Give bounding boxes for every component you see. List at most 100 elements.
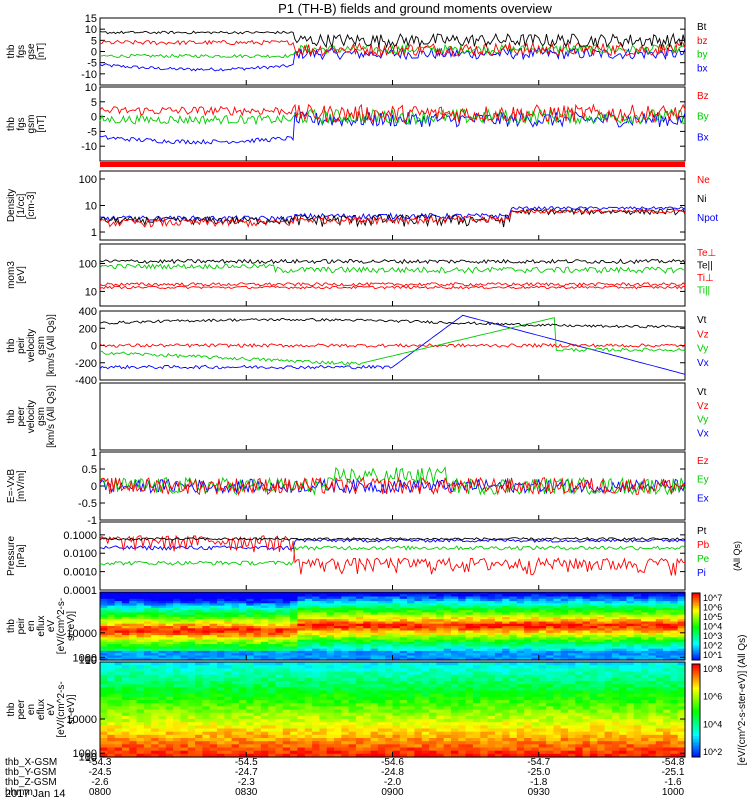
spectrogram-cell — [348, 728, 357, 733]
spectrogram-cell — [304, 607, 313, 611]
series-Pb — [99, 534, 686, 576]
spectrogram-cell — [443, 607, 452, 611]
spectrogram-cell — [180, 709, 189, 714]
spectrogram-cell — [589, 681, 598, 685]
spectrogram-cell — [187, 614, 196, 618]
spectrogram-cell — [407, 628, 415, 632]
spectrogram-cell — [677, 637, 686, 641]
spectrogram-cell — [480, 684, 489, 688]
spectrogram-cell — [195, 616, 203, 620]
spectrogram-cell — [224, 621, 233, 625]
spectrogram-cell — [224, 601, 233, 604]
spectrogram-cell — [253, 703, 262, 707]
spectrogram-cell — [202, 747, 211, 752]
spectrogram-cell — [253, 657, 262, 661]
spectrogram-cell — [589, 623, 598, 627]
spectrogram-cell — [355, 646, 364, 650]
spectrogram-cell — [597, 639, 606, 643]
spectrogram-cell — [334, 619, 342, 623]
spectrogram-cell — [465, 646, 474, 650]
spectrogram-cell — [136, 700, 145, 704]
spectrogram-cell — [611, 728, 620, 733]
spectrogram-cell — [341, 725, 350, 730]
spectrogram-cell — [502, 607, 511, 611]
spectrogram-cell — [502, 665, 511, 669]
spectrogram-cell — [385, 700, 394, 704]
spectrogram-cell — [282, 665, 291, 669]
spectrogram-cell — [246, 632, 255, 636]
spectrogram-cell — [319, 603, 328, 607]
spectrogram-cell — [304, 719, 313, 723]
spectrogram-cell — [633, 725, 642, 730]
spectrogram-cell — [136, 594, 145, 598]
spectrogram-cell — [641, 709, 649, 714]
spectrogram-cell — [546, 650, 554, 654]
spectrogram-cell — [100, 671, 108, 676]
spectrogram-cell — [158, 668, 167, 673]
spectrogram-cell — [487, 632, 496, 636]
spectrogram-cell — [195, 612, 203, 616]
spectrogram-cell — [670, 623, 679, 627]
spectrogram-cell — [275, 648, 284, 652]
spectrogram-cell — [392, 623, 401, 627]
spectrogram-cell — [231, 632, 240, 636]
spectrogram-cell — [553, 607, 562, 611]
spectrogram-cell — [282, 632, 291, 636]
spectrogram-cell — [509, 614, 518, 618]
spectrogram-cell — [238, 706, 247, 711]
spectrogram-cell — [531, 616, 540, 620]
spectrogram-cell — [282, 616, 291, 620]
spectrogram-cell — [260, 623, 269, 627]
spectrogram-cell — [312, 594, 320, 598]
spectrogram-cell — [655, 738, 664, 742]
spectrogram-cell — [641, 655, 649, 659]
spectrogram-cell — [136, 681, 145, 685]
spectrogram-cell — [158, 665, 167, 669]
spectrogram-cell — [224, 607, 233, 611]
spectrogram-cell — [282, 677, 291, 682]
spectrogram-cell — [341, 753, 350, 758]
spectrogram-cell — [180, 731, 189, 736]
spectrogram-cell — [553, 637, 562, 641]
spectrogram-cell — [202, 753, 211, 758]
spectrogram-cell — [451, 601, 459, 604]
spectrogram-cell — [224, 725, 233, 730]
spectrogram-cell — [641, 696, 649, 701]
spectrogram-cell — [472, 610, 481, 613]
spectrogram-cell — [589, 632, 598, 636]
spectrogram-cell — [297, 690, 306, 695]
spectrogram-cell — [290, 628, 298, 632]
spectrogram-cell — [282, 706, 291, 711]
spectrogram-cell — [465, 684, 474, 688]
spectrogram-cell — [546, 626, 554, 629]
spectrogram-cell — [531, 644, 540, 647]
spectrogram-cell — [524, 728, 532, 733]
spectrogram-cell — [224, 657, 233, 661]
spectrogram-cell — [619, 696, 628, 701]
spectrogram-cell — [217, 644, 225, 647]
spectrogram-cell — [282, 601, 291, 604]
spectrogram-cell — [553, 677, 562, 682]
spectrogram-cell — [524, 603, 532, 607]
spectrogram-cell — [275, 715, 284, 720]
spectrogram-cell — [195, 671, 203, 676]
spectrogram-cell — [611, 700, 620, 704]
spectrogram-cell — [480, 728, 489, 733]
spectrogram-cell — [268, 626, 277, 629]
spectrogram-cell — [319, 734, 328, 739]
spectrogram-cell — [319, 690, 328, 695]
spectrogram-cell — [180, 621, 189, 625]
spectrogram-cell — [487, 623, 496, 627]
spectrogram-cell — [136, 626, 145, 629]
spectrogram-cell — [121, 712, 130, 717]
spectrogram-cell — [458, 722, 467, 726]
spectrogram-cell — [129, 690, 138, 695]
spectrogram-cell — [604, 725, 613, 730]
spectrogram-cell — [582, 700, 591, 704]
spectrogram-cell — [282, 753, 291, 758]
spectrogram-cell — [641, 619, 649, 623]
spectrogram-cell — [472, 668, 481, 673]
spectrogram-cell — [224, 738, 233, 742]
spectrogram-cell — [531, 738, 540, 742]
spectrogram-cell — [202, 744, 211, 749]
